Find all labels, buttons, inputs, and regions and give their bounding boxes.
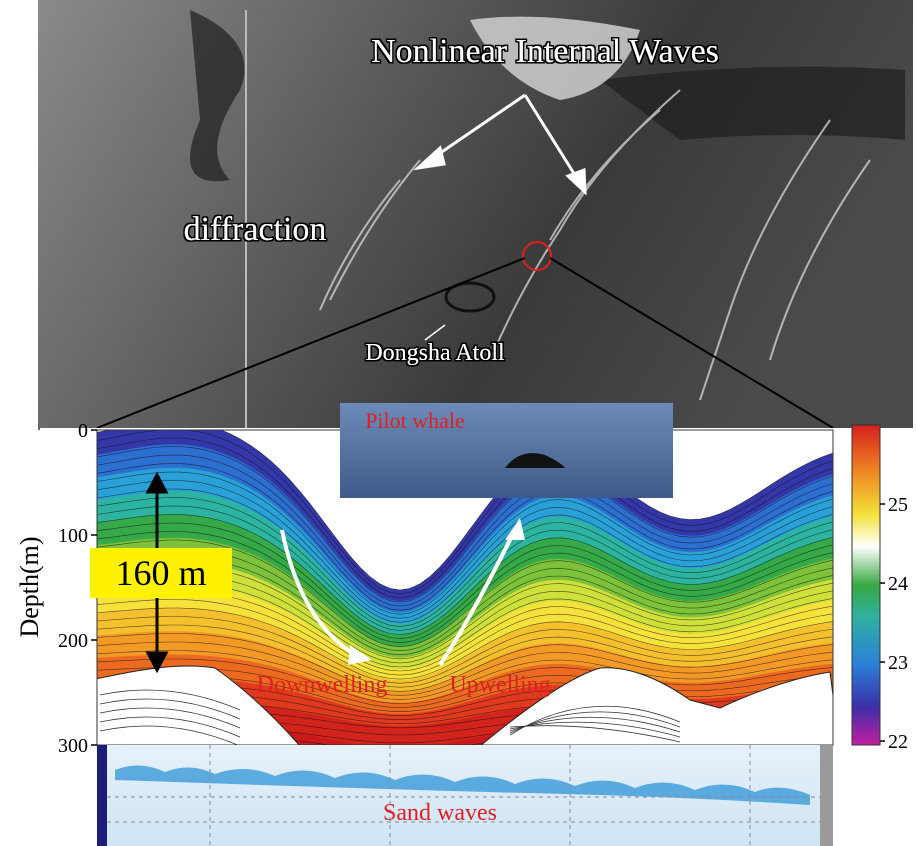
echogram-edge [97, 745, 107, 846]
whale-label: Pilot whale [365, 408, 465, 433]
colorbar [852, 425, 880, 745]
sand-waves-label: Sand waves [383, 800, 497, 826]
colorbar-tick-label: 23 [888, 652, 908, 674]
depth-axis-label: Depth(m) [15, 536, 44, 637]
depth-tick-label: 200 [58, 630, 88, 652]
diffraction-label: diffraction [184, 211, 327, 248]
image-title: Nonlinear Internal Waves [371, 33, 719, 70]
depth-tick-label: 100 [58, 525, 88, 547]
colorbar-tick-label: 25 [888, 494, 908, 516]
figure: Nonlinear Internal Waves diffraction Don… [0, 0, 916, 846]
echogram-edge [820, 745, 833, 846]
atoll-label: Dongsha Atoll [365, 340, 505, 366]
colorbar-tick-label: 22 [888, 731, 908, 753]
upwelling-label: Upwelling [449, 672, 550, 698]
depth-tick-label: 300 [58, 735, 88, 757]
depth-tick-label: 0 [78, 420, 88, 442]
colorbar-tick-label: 24 [888, 573, 908, 595]
downwelling-label: Downwelling [257, 672, 388, 698]
scale-label: 160 m [115, 553, 206, 593]
